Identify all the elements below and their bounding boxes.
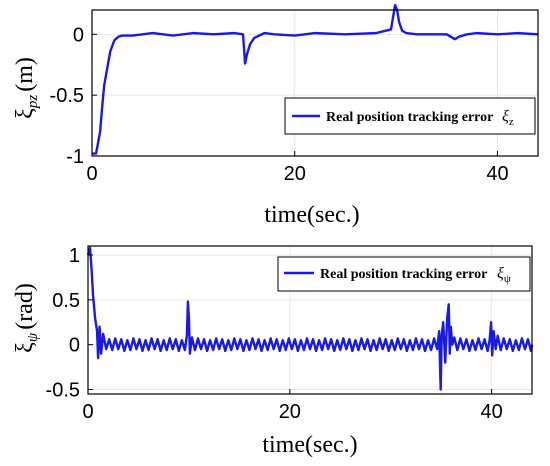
top-legend-box <box>284 97 536 135</box>
top-xtick-label-2: 40 <box>486 163 508 185</box>
top-ytick-label-1: -0.5 <box>50 85 84 107</box>
top-ticks: 0 20 40 0 -0.5 -1 <box>50 24 509 185</box>
top-series-layer <box>92 3 539 155</box>
bottom-ytick-label-3: -0.5 <box>46 380 80 402</box>
top-xtick-label-1: 20 <box>284 163 306 185</box>
chart-top: 0 20 40 0 -0.5 -1 Real position tracking erro… <box>12 3 539 228</box>
top-ytick-label-2: -1 <box>66 146 84 168</box>
bottom-legend-box <box>277 256 531 292</box>
bottom-legend: Real position tracking error ξψ <box>277 256 531 292</box>
bottom-legend-label: Real position tracking error <box>320 267 487 282</box>
bottom-xlabel: time(sec.) <box>262 432 357 458</box>
bottom-series-line-0 <box>86 246 534 391</box>
top-ytick-label-0: 0 <box>73 24 84 46</box>
bottom-series-layer <box>86 246 534 391</box>
bottom-ylabel: ξψ(rad) <box>12 283 41 353</box>
top-series-line-0 <box>92 3 539 155</box>
top-xtick-label-0: 0 <box>86 163 97 185</box>
top-ylabel: ξpz(m) <box>12 57 41 119</box>
top-legend-symbol: ξz <box>502 108 514 128</box>
top-xlabel: time(sec.) <box>264 202 359 228</box>
bottom-plot-frame <box>87 245 533 395</box>
bottom-ytick-label-2: 0 <box>69 335 80 357</box>
top-plot-frame <box>91 9 539 157</box>
top-legend: Real position tracking error ξz <box>284 97 536 135</box>
bottom-xtick-label-1: 20 <box>279 401 301 423</box>
bottom-xtick-label-2: 40 <box>481 401 503 423</box>
bottom-legend-symbol: ξψ <box>497 265 511 285</box>
bottom-xtick-label-0: 0 <box>82 401 93 423</box>
bottom-ytick-label-1: 0.5 <box>52 290 80 312</box>
bottom-ytick-label-0: 1 <box>69 245 80 267</box>
top-legend-label: Real position tracking error <box>326 110 493 125</box>
